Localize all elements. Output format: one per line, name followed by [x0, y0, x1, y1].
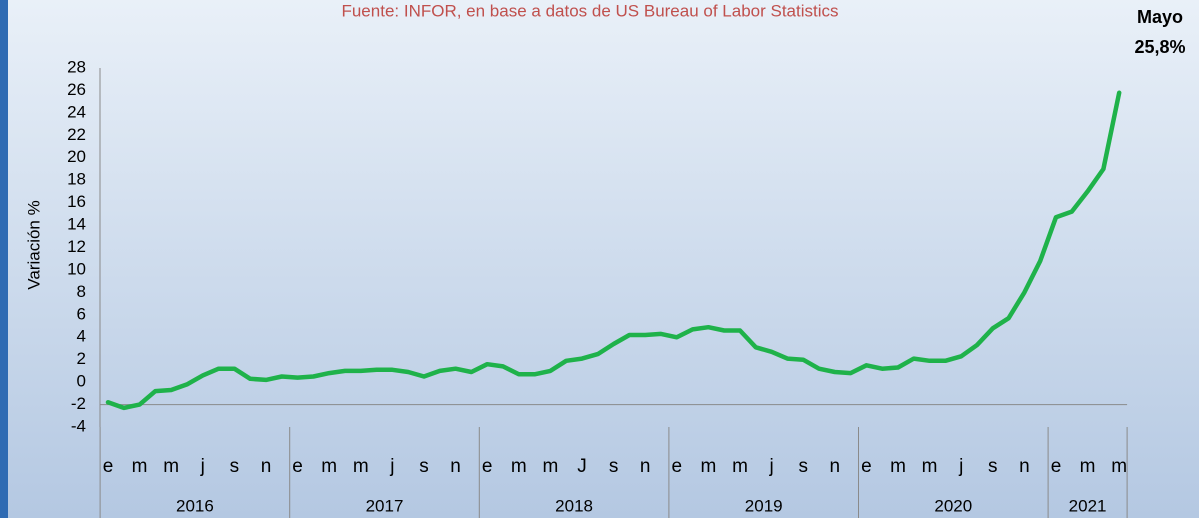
group-label: 2018: [555, 496, 593, 515]
x-tick-label: e: [861, 456, 872, 477]
x-tick-label: s: [230, 456, 240, 477]
x-tick-label: n: [640, 456, 651, 477]
y-tick-label: 4: [77, 327, 86, 346]
y-tick-label: 24: [67, 102, 86, 121]
y-tick-label: 28: [67, 57, 86, 76]
y-tick-label: 14: [67, 215, 86, 234]
x-tick-label: j: [389, 456, 394, 477]
x-tick-label: n: [450, 456, 461, 477]
group-label: 2017: [366, 496, 404, 515]
x-tick-label: e: [103, 456, 114, 477]
y-tick-label: 18: [67, 170, 86, 189]
x-tick-label: m: [890, 456, 906, 477]
x-tick-label: m: [321, 456, 337, 477]
x-tick-label: e: [672, 456, 683, 477]
y-tick-label: 10: [67, 259, 86, 278]
y-tick-label: -4: [71, 416, 86, 435]
annotation: 25,8%: [1134, 37, 1185, 57]
x-tick-label: e: [292, 456, 303, 477]
x-tick-label: m: [353, 456, 369, 477]
group-label: 2020: [934, 496, 972, 515]
x-tick-label: e: [482, 456, 493, 477]
x-tick-label: m: [1080, 456, 1096, 477]
x-tick-label: m: [1111, 456, 1127, 477]
group-label: 2016: [176, 496, 214, 515]
x-tick-label: m: [922, 456, 938, 477]
x-tick-label: s: [988, 456, 998, 477]
x-tick-label: n: [1019, 456, 1030, 477]
x-tick-label: s: [419, 456, 429, 477]
x-tick-label: n: [261, 456, 272, 477]
x-tick-label: s: [798, 456, 808, 477]
x-tick-label: m: [132, 456, 148, 477]
x-tick-label: n: [830, 456, 841, 477]
edge-bar: [0, 0, 8, 518]
line: [105, 90, 1122, 411]
y-axis-label: Variación %: [24, 200, 43, 289]
y-tick-label: 12: [67, 237, 86, 256]
y-tick-label: 20: [67, 147, 86, 166]
annotation: Mayo: [1137, 7, 1183, 27]
x-tick-label: j: [768, 456, 773, 477]
chart-title: Fuente: INFOR, en base a datos de US Bur…: [341, 1, 838, 20]
group-label: 2021: [1069, 496, 1107, 515]
y-tick-label: 22: [67, 125, 86, 144]
y-tick-label: 16: [67, 192, 86, 211]
x-tick-label: j: [958, 456, 963, 477]
y-tick-label: -2: [71, 394, 86, 413]
y-tick-label: 2: [77, 349, 86, 368]
x-tick-label: m: [511, 456, 527, 477]
y-tick-label: 8: [77, 282, 86, 301]
x-tick-label: m: [542, 456, 558, 477]
y-tick-label: 0: [77, 372, 86, 391]
x-tick-label: j: [200, 456, 205, 477]
x-tick-label: J: [577, 456, 587, 477]
y-tick-label: 6: [77, 304, 86, 323]
x-tick-label: m: [163, 456, 179, 477]
x-tick-label: e: [1051, 456, 1062, 477]
x-tick-label: m: [732, 456, 748, 477]
group-label: 2019: [745, 496, 783, 515]
y-tick-label: 26: [67, 80, 86, 99]
x-tick-label: s: [609, 456, 619, 477]
x-tick-label: m: [700, 456, 716, 477]
